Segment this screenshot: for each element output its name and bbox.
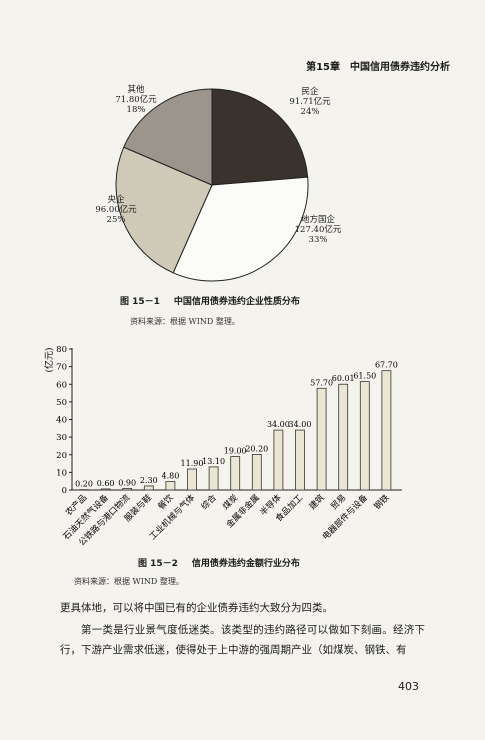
bar-value-label: 4.80 (161, 472, 179, 481)
bar-value-label: 34.00 (267, 420, 290, 429)
pie-label-name: 央企 (107, 194, 125, 205)
x-category-label: 综合 (199, 492, 219, 512)
bar (122, 488, 133, 491)
pie-label-name: 民企 (301, 86, 319, 97)
figure1-source: 资料来源：根据 WIND 整理。 (130, 317, 240, 326)
x-category-label: 钢铁 (372, 492, 392, 512)
y-tick-label: 80 (56, 345, 67, 355)
bar-value-label: 60.01 (332, 374, 355, 383)
pie-label-value: 91.71亿元 (289, 96, 331, 107)
bar (359, 381, 370, 491)
y-tick-label: 0 (62, 486, 67, 496)
bar-value-label: 2.30 (140, 476, 158, 485)
y-tick-label: 70 (56, 363, 67, 373)
bar-value-label: 11.90 (181, 459, 204, 468)
pie-slice-2 (172, 176, 309, 282)
bar-chart: (亿元)010203040506070800.20农产品0.60石油天然气设备0… (43, 345, 402, 548)
body-paragraph-1: 更具体地，可以将中国已有的企业债券违约大致分为四类。 (60, 602, 333, 614)
pie-label-percent: 18% (127, 105, 146, 115)
figure2-source: 资料来源：根据 WIND 整理。 (74, 577, 184, 586)
bar (208, 466, 219, 491)
y-tick-label: 50 (56, 398, 67, 408)
bar-value-label: 0.20 (75, 480, 93, 489)
figure2-caption-text: 信用债券违约金额行业分布 (191, 559, 300, 569)
pie-label-value: 96.00亿元 (95, 204, 137, 215)
bar-value-label: 19.00 (224, 447, 247, 456)
bar-value-label: 13.10 (202, 457, 225, 466)
y-axis-label: (亿元) (43, 347, 55, 372)
bar-value-label: 57.70 (310, 378, 333, 387)
bar-value-label: 34.00 (289, 420, 312, 429)
pie-slice-4 (123, 88, 213, 186)
pie-label-name: 其他 (127, 84, 145, 95)
bar-value-label: 0.60 (97, 479, 115, 488)
chapter-title: 中国信用债券违约分析 (350, 62, 450, 73)
y-tick-label: 30 (56, 433, 67, 443)
bar (100, 488, 111, 491)
bar (316, 387, 327, 491)
chapter-number: 第15章 (306, 62, 340, 73)
bar (251, 453, 262, 491)
pie-slice-3 (115, 146, 213, 274)
bar-value-label: 20.20 (245, 444, 268, 453)
body-paragraph-2: 第一类是行业景气度低迷类。该类型的违约路径可以做如下刻画。经济下行，下游产业需求… (60, 624, 425, 656)
bar (143, 485, 154, 491)
bar (187, 468, 197, 491)
bar-value-label: 0.90 (118, 478, 136, 487)
y-tick-label: 10 (56, 468, 67, 478)
y-tick-label: 60 (56, 380, 67, 390)
pie-label-percent: 24% (301, 107, 320, 117)
bar (165, 481, 176, 491)
y-tick-label: 40 (56, 416, 67, 426)
bar (230, 456, 241, 491)
bar-value-label: 67.70 (375, 361, 398, 370)
pie-slice-1 (211, 88, 309, 186)
pie-label-name: 地方国企 (301, 214, 336, 225)
page-number: 403 (398, 680, 419, 693)
pie-label-percent: 33% (309, 235, 328, 245)
pie-label-value: 127.40亿元 (295, 224, 342, 235)
bar-value-label: 61.50 (353, 372, 376, 381)
bar (338, 383, 349, 491)
running-header: 第15章 中国信用债券违约分析 (260, 58, 450, 73)
bar (273, 429, 284, 491)
pie-label-percent: 25% (107, 215, 126, 225)
figure1-caption: 图 15－1 中国信用债券违约企业性质分布 (120, 294, 300, 307)
bar (381, 370, 392, 491)
figure2-caption: 图 15－2 信用债券违约金额行业分布 (138, 556, 300, 569)
figure2-caption-number: 图 15－2 (138, 559, 178, 569)
pie-label-value: 71.80亿元 (115, 94, 157, 105)
bar (295, 429, 305, 491)
y-tick-label: 20 (56, 451, 67, 461)
figure1-caption-text: 中国信用债券违约企业性质分布 (173, 297, 300, 307)
figure1-caption-number: 图 15－1 (120, 297, 160, 307)
x-category-label: 建筑 (307, 492, 327, 512)
